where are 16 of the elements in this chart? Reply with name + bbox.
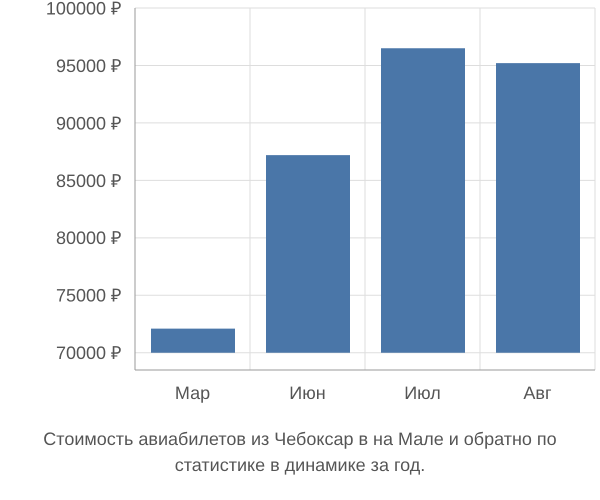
y-tick-label: 70000 ₽ bbox=[56, 343, 121, 364]
x-tick-label: Июл bbox=[404, 382, 441, 403]
bar bbox=[151, 328, 235, 353]
y-tick-label: 90000 ₽ bbox=[56, 113, 121, 134]
y-tick-label: 95000 ₽ bbox=[56, 56, 121, 76]
text: Стоимость авиабилетов из Чебоксар в на Мале и обратно по статистике в динамике за год. bbox=[42, 428, 558, 477]
y-tick-label: 80000 ₽ bbox=[56, 228, 121, 248]
y-tick-label: 100000 ₽ bbox=[46, 0, 121, 18]
y-tick-label: 85000 ₽ bbox=[56, 170, 121, 191]
x-tick-label: Мар bbox=[174, 382, 210, 403]
bar bbox=[266, 155, 350, 353]
bar bbox=[381, 48, 465, 353]
x-tick-label: Июн bbox=[289, 382, 326, 403]
bar bbox=[496, 63, 580, 353]
y-tick-label: 75000 ₽ bbox=[56, 286, 121, 306]
x-tick-label: Авг bbox=[523, 382, 552, 403]
